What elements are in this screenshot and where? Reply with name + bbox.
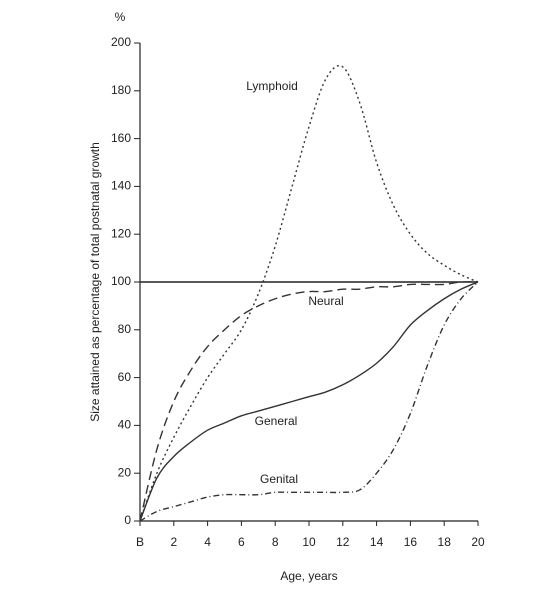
y-axis-title: Size attained as percentage of total pos… bbox=[88, 142, 102, 422]
x-tick-label: 14 bbox=[370, 535, 384, 549]
x-tick-label: 4 bbox=[204, 535, 211, 549]
y-tick-label: 180 bbox=[111, 83, 131, 97]
x-tick-label: 2 bbox=[170, 535, 177, 549]
x-tick-label: 8 bbox=[272, 535, 279, 549]
x-tick-label: 12 bbox=[336, 535, 350, 549]
y-tick-label: 40 bbox=[118, 418, 132, 432]
series-line bbox=[139, 281, 479, 522]
x-axis-title: Age, years bbox=[280, 569, 337, 583]
series-label: Genital bbox=[260, 472, 298, 486]
y-tick-label: 200 bbox=[111, 35, 131, 49]
y-tick-label: 120 bbox=[111, 226, 131, 240]
x-tick-label: 20 bbox=[471, 535, 485, 549]
series-label: Lymphoid bbox=[246, 79, 298, 93]
x-tick-label: 16 bbox=[404, 535, 418, 549]
series-label: General bbox=[255, 414, 298, 428]
x-tick-label: B bbox=[136, 535, 144, 549]
series-line bbox=[139, 281, 479, 522]
series-label: Neural bbox=[308, 294, 343, 308]
y-tick-label: 0 bbox=[124, 513, 131, 527]
y-tick-label: 140 bbox=[111, 179, 131, 193]
y-tick-label: 100 bbox=[111, 274, 131, 288]
y-unit: % bbox=[115, 10, 126, 24]
y-tick-label: 160 bbox=[111, 131, 131, 145]
x-tick-label: 18 bbox=[438, 535, 452, 549]
x-tick-label: 6 bbox=[238, 535, 245, 549]
series-line bbox=[139, 64, 479, 522]
y-tick-label: 60 bbox=[118, 370, 132, 384]
series-line bbox=[139, 281, 479, 522]
y-tick-label: 20 bbox=[118, 465, 132, 479]
y-tick-label: 80 bbox=[118, 322, 132, 336]
x-tick-label: 10 bbox=[302, 535, 316, 549]
